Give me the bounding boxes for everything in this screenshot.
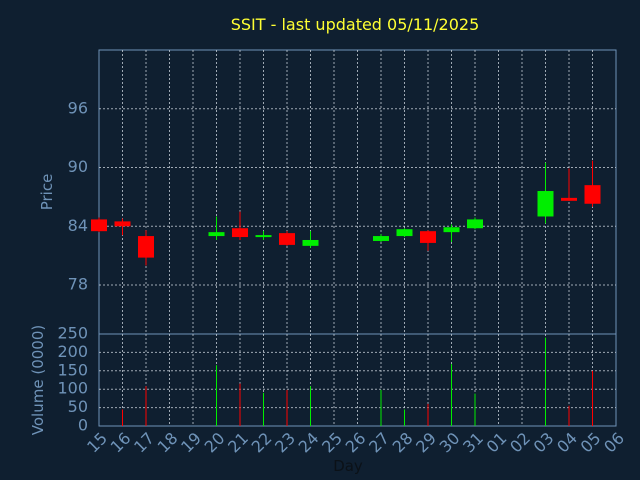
candle-down <box>584 185 601 204</box>
candle-down <box>279 233 295 245</box>
price-y-tick-label: 84 <box>68 216 88 235</box>
candle-up <box>373 236 389 241</box>
volume-axis-label: Volume (0000) <box>29 325 47 435</box>
volume-bars <box>122 337 593 426</box>
candle-down <box>138 236 154 258</box>
candle-up <box>302 239 319 246</box>
candle-up <box>467 219 483 229</box>
candle-down <box>91 219 107 232</box>
candle-up <box>443 227 460 233</box>
candle-up <box>255 235 272 238</box>
candle-down <box>114 221 131 227</box>
price-y-tick-label: 90 <box>68 157 88 176</box>
x-axis-ticks: 1516171819202122232425262728293031010203… <box>83 429 628 457</box>
candle-up <box>208 232 225 237</box>
volume-y-tick-label: 0 <box>78 416 88 435</box>
volume-y-tick-label: 100 <box>57 379 88 398</box>
volume-y-tick-label: 200 <box>57 342 88 361</box>
price-y-tick-label: 96 <box>68 98 88 117</box>
volume-y-tick-label: 50 <box>68 397 88 416</box>
candle-up <box>396 229 413 237</box>
price-y-ticks: 78 84 90 96 <box>68 98 88 293</box>
candles <box>91 160 601 266</box>
price-axis-label: Price <box>38 174 56 211</box>
price-y-tick-label: 78 <box>68 275 88 294</box>
chart-title: SSIT - last updated 05/11/2025 <box>231 15 480 34</box>
candle-down <box>561 197 577 201</box>
volume-y-tick-label: 150 <box>57 360 88 379</box>
candle-up <box>537 191 554 217</box>
x-axis-label: Day <box>333 457 363 475</box>
candle-down <box>232 228 248 238</box>
volume-y-tick-label: 250 <box>57 324 88 343</box>
candle-down <box>420 231 436 243</box>
price-panel: 78 84 90 96 Price <box>38 49 617 335</box>
